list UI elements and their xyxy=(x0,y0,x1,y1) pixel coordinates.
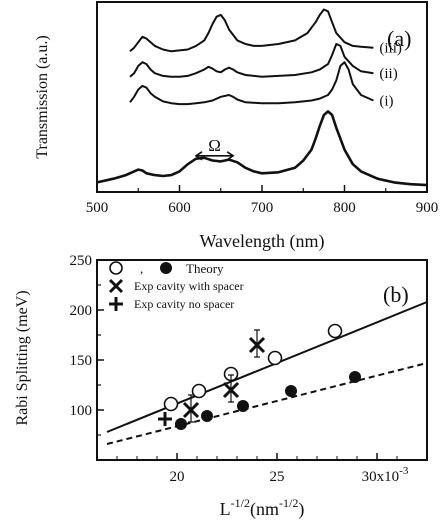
panel-b-label: (b) xyxy=(383,282,409,307)
panel-a-ylabel: Transmission (a.u.) xyxy=(34,35,51,158)
panel-b-xtick-label: 25 xyxy=(270,469,285,485)
panel-a-xtick-label: 500 xyxy=(86,200,109,216)
omega-label: Ω xyxy=(208,136,221,155)
panel-b-x-ticks: 20 25 30x10-3 xyxy=(116,453,409,485)
omega-arrowhead-right xyxy=(226,151,235,161)
point-exp-spacer xyxy=(182,401,200,419)
point-exp-spacer xyxy=(222,381,240,399)
spectrum-label-2: (ii) xyxy=(379,66,397,82)
point-theory-open xyxy=(163,396,179,412)
spectrum-label-1: (iii) xyxy=(379,41,402,57)
legend-nospacer: Exp cavity no spacer xyxy=(134,297,234,311)
omega-annotation: Ω xyxy=(194,136,235,161)
errorbar-caps xyxy=(254,329,260,358)
legend-theory: Theory xyxy=(186,261,224,276)
panel-b-ytick-label: 250 xyxy=(70,253,93,269)
panel-b-ytick-label: 100 xyxy=(70,403,93,419)
legend-plus-marker xyxy=(109,297,123,311)
panel-a-xtick-label: 700 xyxy=(251,200,274,216)
panel-b-xlabel: L-1/2(nm-1/2) xyxy=(220,496,305,520)
point-theory-open xyxy=(267,350,283,366)
panel-a-xlabel: Wavelength (nm) xyxy=(199,231,324,252)
spectrum-label-3: (i) xyxy=(379,93,393,109)
spectrum-line-1 xyxy=(129,8,374,53)
point-exp-spacer xyxy=(248,336,266,354)
omega-arrowhead-left xyxy=(194,151,203,161)
spectrum-line-2 xyxy=(129,43,374,78)
point-theory-filled xyxy=(201,410,213,422)
panel-b-y-ticks: 100 150 200 250 xyxy=(70,253,104,436)
panel-b-ylabel: Rabi Splitting (meV) xyxy=(14,290,31,425)
panel-b-xtick-label: 20 xyxy=(170,469,185,485)
legend-spacer: Exp cavity with spacer xyxy=(134,279,244,293)
point-theory-filled xyxy=(237,400,249,412)
panel-a-label: (a) xyxy=(387,26,411,51)
panel-a-x-ticks: 500 600 700 800 900 xyxy=(86,185,439,216)
legend-comma: , xyxy=(140,261,143,276)
errorbar-caps xyxy=(228,374,234,403)
panel-a: 500 600 700 800 900 (iii) (ii) (i) (a) Transmi… xyxy=(34,1,439,252)
fit-line-dashed xyxy=(106,362,428,445)
panel-b-legend: , Theory Exp cavity with spacer Exp cavi… xyxy=(108,261,244,311)
spectrum-line-4 xyxy=(96,110,428,187)
errorbar-caps xyxy=(188,394,194,423)
point-theory-filled xyxy=(175,418,187,430)
panel-a-xtick-label: 800 xyxy=(333,200,356,216)
panel-b-ytick-label: 150 xyxy=(70,353,93,369)
panel-b-fit-lines xyxy=(106,301,428,445)
panel-a-frame xyxy=(96,1,428,193)
panel-b: 100 150 200 250 20 25 30x10-3 (b) Rabi Splitt… xyxy=(14,253,428,520)
legend-cross-marker xyxy=(108,278,124,294)
point-theory-filled xyxy=(349,371,361,383)
point-theory-open xyxy=(327,323,343,339)
panel-b-ytick-label: 200 xyxy=(70,303,93,319)
legend-open-circle xyxy=(109,261,123,275)
point-theory-open xyxy=(191,383,207,399)
legend-filled-circle xyxy=(160,262,172,274)
panel-b-markers xyxy=(158,323,361,430)
fit-line-solid xyxy=(106,301,428,433)
panel-a-series: (iii) (ii) (i) xyxy=(96,8,428,187)
point-theory-filled xyxy=(285,385,297,397)
spectrum-line-3 xyxy=(129,61,374,106)
panel-a-xtick-label: 600 xyxy=(168,200,191,216)
panel-a-xtick-label: 900 xyxy=(416,200,439,216)
point-exp-nospacer xyxy=(158,412,172,426)
panel-b-xtick-label: 30x10-3 xyxy=(362,465,409,485)
